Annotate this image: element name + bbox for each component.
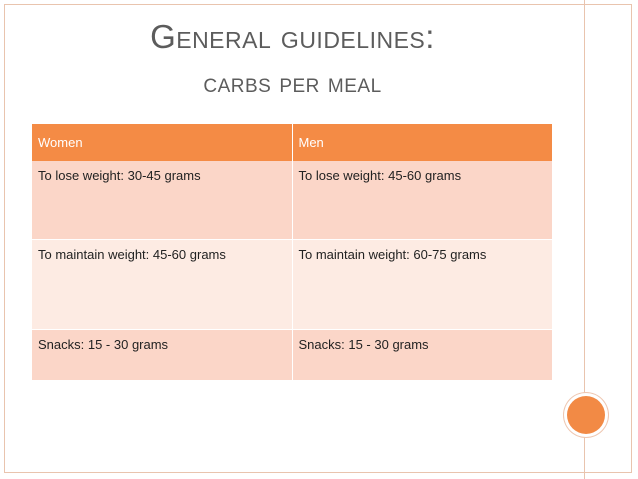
- table-cell: Snacks: 15 - 30 grams: [32, 328, 292, 380]
- page-subtitle: carbs per meal: [203, 68, 382, 98]
- table-cell: To maintain weight: 60-75 grams: [291, 238, 552, 329]
- page-title: General guidelines:: [150, 18, 435, 55]
- header-men: Men: [291, 124, 552, 161]
- table-row: Snacks: 15 - 30 grams Snacks: 15 - 30 gr…: [32, 328, 552, 380]
- guidelines-table: Women Men To lose weight: 30-45 grams To…: [32, 124, 552, 380]
- slide-border-line: [584, 0, 585, 479]
- decorative-circle: [567, 396, 605, 434]
- table-row: To lose weight: 30-45 grams To lose weig…: [32, 161, 552, 239]
- slide-border: [4, 4, 632, 473]
- table-header-row: Women Men: [32, 124, 552, 161]
- table-cell: To lose weight: 30-45 grams: [32, 161, 292, 239]
- table-cell: To lose weight: 45-60 grams: [291, 161, 552, 239]
- header-women: Women: [32, 124, 292, 161]
- table-cell: Snacks: 15 - 30 grams: [291, 328, 552, 380]
- table-cell: To maintain weight: 45-60 grams: [32, 238, 292, 329]
- table-row: To maintain weight: 45-60 grams To maint…: [32, 238, 552, 329]
